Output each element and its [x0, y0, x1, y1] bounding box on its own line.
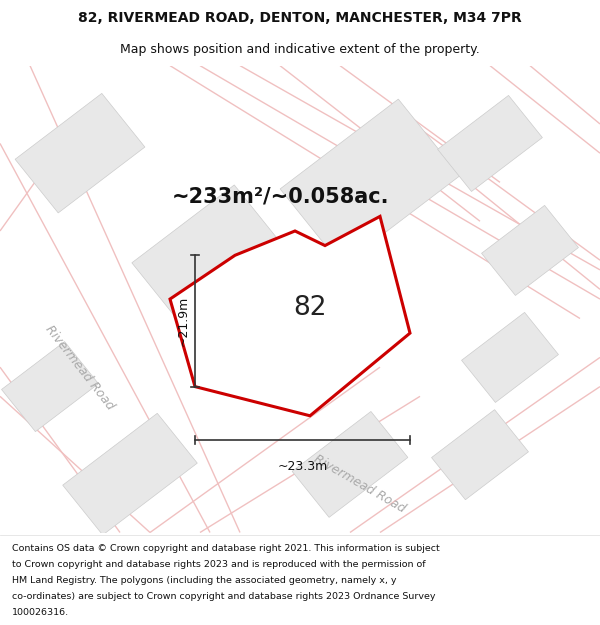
- Text: Contains OS data © Crown copyright and database right 2021. This information is : Contains OS data © Crown copyright and d…: [12, 544, 440, 552]
- Text: 82, RIVERMEAD ROAD, DENTON, MANCHESTER, M34 7PR: 82, RIVERMEAD ROAD, DENTON, MANCHESTER, …: [78, 11, 522, 26]
- Polygon shape: [292, 411, 408, 518]
- Text: HM Land Registry. The polygons (including the associated geometry, namely x, y: HM Land Registry. The polygons (includin…: [12, 576, 397, 585]
- Text: 100026316.: 100026316.: [12, 608, 69, 618]
- Polygon shape: [15, 93, 145, 213]
- Text: ~233m²/~0.058ac.: ~233m²/~0.058ac.: [171, 187, 389, 207]
- Polygon shape: [280, 99, 460, 266]
- Polygon shape: [461, 312, 559, 402]
- Text: ~21.9m: ~21.9m: [176, 296, 190, 346]
- Polygon shape: [437, 96, 542, 191]
- Text: Map shows position and indicative extent of the property.: Map shows position and indicative extent…: [120, 42, 480, 56]
- Polygon shape: [2, 342, 98, 432]
- Polygon shape: [431, 409, 529, 500]
- Polygon shape: [482, 206, 578, 296]
- Text: co-ordinates) are subject to Crown copyright and database rights 2023 Ordnance S: co-ordinates) are subject to Crown copyr…: [12, 592, 436, 601]
- Text: Rivermead Road: Rivermead Road: [312, 452, 408, 516]
- Polygon shape: [170, 216, 410, 416]
- Text: to Crown copyright and database rights 2023 and is reproduced with the permissio: to Crown copyright and database rights 2…: [12, 560, 425, 569]
- Polygon shape: [132, 185, 308, 355]
- Text: ~23.3m: ~23.3m: [277, 459, 328, 472]
- Text: Rivermead Road: Rivermead Road: [43, 322, 117, 412]
- Text: 82: 82: [293, 294, 327, 321]
- Polygon shape: [63, 413, 197, 535]
